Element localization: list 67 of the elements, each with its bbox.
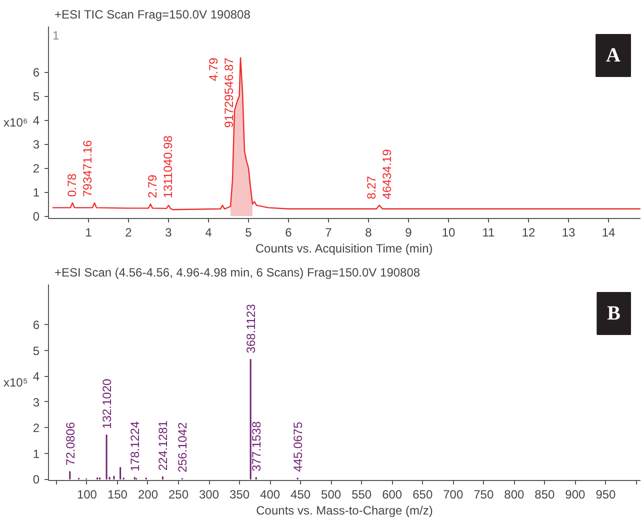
x-tick-label: 500 bbox=[321, 488, 342, 502]
x-tick-label: 14 bbox=[602, 226, 616, 240]
annotation: 178.1224 bbox=[128, 421, 142, 472]
x-tick-label: 12 bbox=[522, 226, 536, 240]
x-tick-label: 1 bbox=[85, 226, 92, 240]
y-tick-label: 5 bbox=[32, 90, 40, 104]
x-tick-label: 6 bbox=[285, 226, 292, 240]
x-tick-label: 350 bbox=[230, 488, 250, 502]
x-tick-label: 4 bbox=[205, 226, 212, 240]
y-tick-label: 1 bbox=[32, 186, 40, 200]
annotation: 72.0806 bbox=[63, 422, 78, 466]
x-tick-label: 300 bbox=[199, 488, 220, 502]
x-tick-label: 13 bbox=[562, 226, 576, 240]
x-tick-label: 10 bbox=[442, 226, 456, 240]
annotation: 377.1538 bbox=[250, 421, 264, 472]
y-tick-label: 6 bbox=[32, 66, 40, 80]
x-axis-title: Counts vs. Mass-to-Charge (m/z) bbox=[256, 504, 433, 518]
annotation: 256.1042 bbox=[176, 422, 190, 472]
annotation: A bbox=[606, 44, 622, 66]
y-tick-label: 0 bbox=[32, 472, 40, 487]
x-tick-label: 150 bbox=[107, 488, 128, 502]
y-tick-label: 2 bbox=[32, 421, 40, 436]
annotation: 132.1020 bbox=[100, 378, 114, 429]
annotation: 0.78 793471.16 bbox=[65, 140, 94, 197]
y-axis-title: x10⁵ bbox=[4, 376, 28, 390]
x-tick-label: 900 bbox=[565, 488, 586, 502]
y-tick-label: 3 bbox=[32, 395, 40, 410]
annotation: 8.27 46434.19 bbox=[364, 148, 394, 200]
x-tick-label: 450 bbox=[290, 488, 311, 502]
annotation: B bbox=[607, 302, 621, 324]
y-tick-label: 2 bbox=[32, 162, 40, 176]
x-tick-label: 2 bbox=[125, 226, 132, 240]
chart-title: +ESI Scan (4.56-4.56, 4.96-4.98 min, 6 Scans) Frag=150.0V 190808 bbox=[54, 266, 420, 280]
x-tick-label: 600 bbox=[382, 488, 402, 502]
annotation: 1 bbox=[52, 28, 60, 42]
x-tick-label: 650 bbox=[412, 488, 433, 502]
x-tick-label: 400 bbox=[260, 488, 280, 502]
y-tick-label: 3 bbox=[32, 138, 40, 152]
x-tick-label: 3 bbox=[165, 226, 172, 240]
x-tick-label: 950 bbox=[596, 488, 616, 502]
annotation: 2.79 1311040.98 bbox=[145, 135, 175, 198]
x-tick-label: 11 bbox=[482, 226, 496, 240]
y-tick-label: 0 bbox=[32, 210, 40, 224]
x-tick-label: 8 bbox=[365, 226, 372, 240]
annotation: 368.1123 bbox=[244, 304, 258, 354]
annotation: 445.0675 bbox=[291, 422, 306, 472]
x-tick-label: 200 bbox=[138, 488, 158, 502]
annotation: 224.1281 bbox=[156, 420, 170, 471]
x-axis-title: Counts vs. Acquisition Time (min) bbox=[255, 242, 433, 256]
x-tick-label: 850 bbox=[534, 488, 556, 502]
x-tick-label: 7 bbox=[325, 226, 332, 240]
x-tick-label: 250 bbox=[168, 488, 189, 502]
y-axis-title: x10⁶ bbox=[4, 116, 28, 130]
y-tick-label: 4 bbox=[32, 370, 40, 384]
x-tick-label: 750 bbox=[474, 488, 494, 502]
y-tick-label: 1 bbox=[32, 446, 40, 461]
chart-title: +ESI TIC Scan Frag=150.0V 190808 bbox=[54, 8, 251, 22]
y-tick-label: 6 bbox=[32, 318, 40, 332]
x-tick-label: 5 bbox=[245, 226, 252, 240]
x-tick-label: 9 bbox=[405, 226, 412, 240]
y-tick-label: 4 bbox=[32, 114, 40, 128]
x-tick-label: 100 bbox=[76, 488, 98, 502]
y-tick-label: 5 bbox=[32, 344, 40, 358]
annotation: 4.79 91729546.87 bbox=[206, 57, 236, 128]
x-tick-label: 550 bbox=[352, 488, 372, 502]
x-tick-label: 800 bbox=[504, 488, 525, 502]
x-tick-label: 700 bbox=[443, 488, 464, 502]
